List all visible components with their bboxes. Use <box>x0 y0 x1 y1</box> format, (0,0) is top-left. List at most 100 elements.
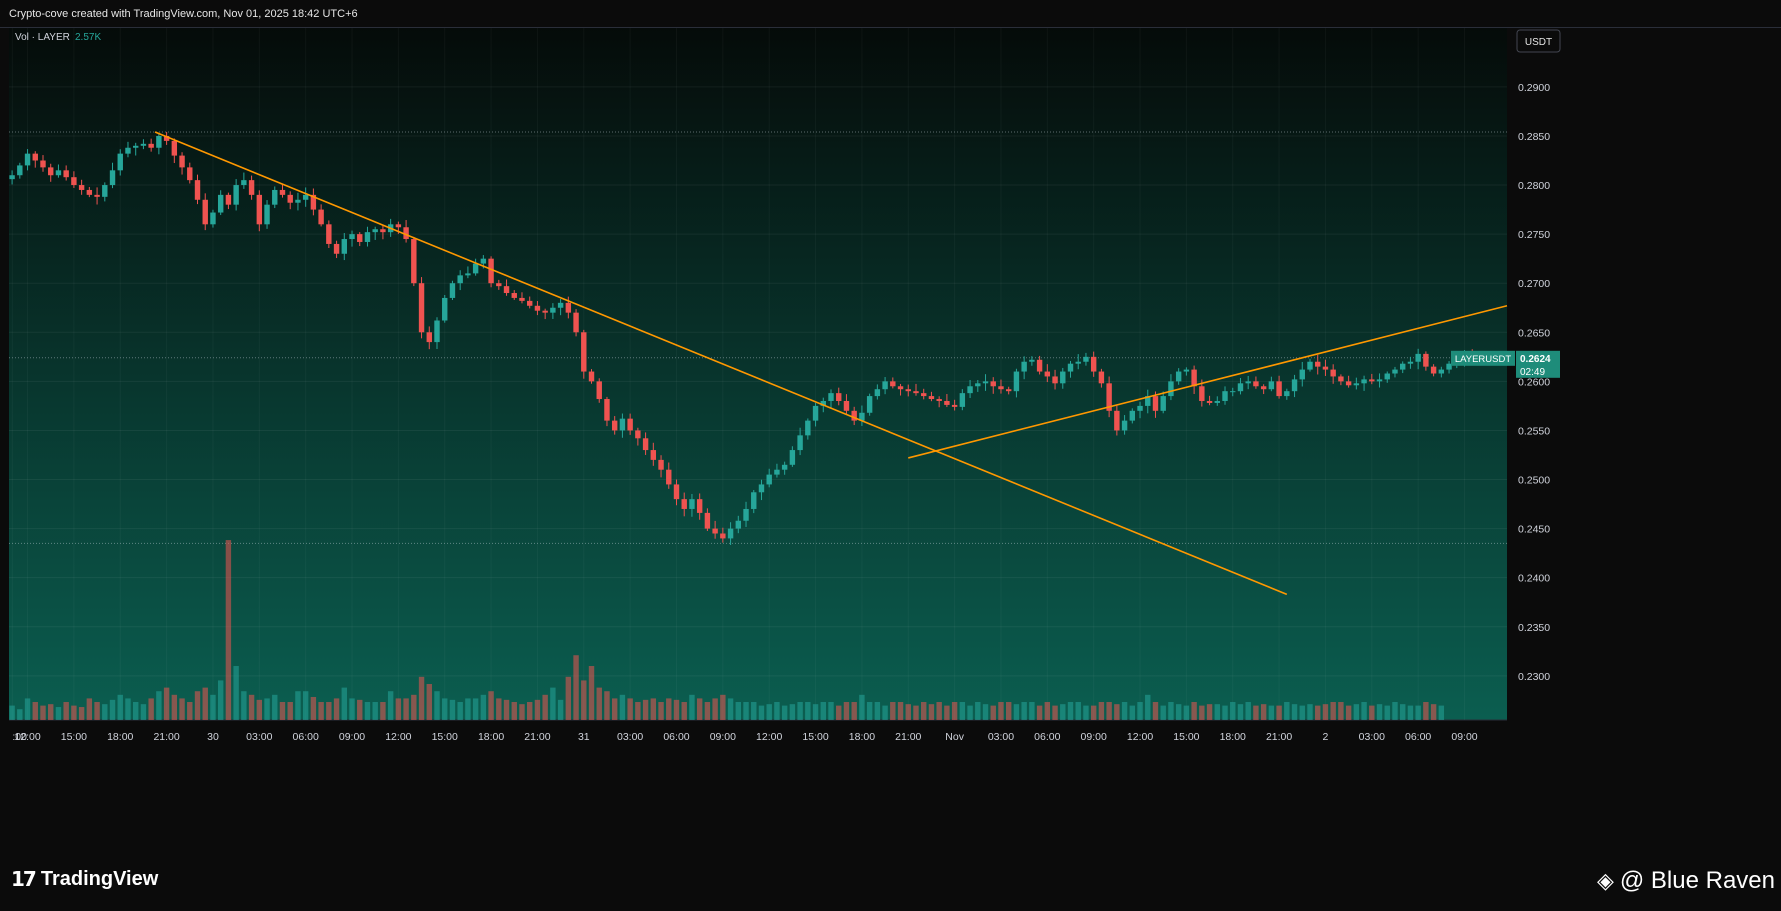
volume-bar <box>310 696 317 720</box>
candle-body <box>689 499 695 509</box>
price-tick-label: 0.2550 <box>1518 425 1550 437</box>
candle-body <box>326 224 332 244</box>
volume-bar <box>1175 704 1182 720</box>
volume-bar <box>434 691 440 720</box>
volume-bar <box>109 699 116 720</box>
volume-bar <box>1067 702 1074 720</box>
volume-bar <box>851 702 857 720</box>
candle-body <box>241 180 247 186</box>
candle-body <box>310 194 317 210</box>
candle-body <box>233 185 239 205</box>
candle-body <box>642 438 649 451</box>
volume-bar <box>1075 702 1081 720</box>
candle-body <box>55 170 62 176</box>
volume-bar <box>604 691 610 720</box>
currency-button[interactable]: USDT <box>1516 29 1561 53</box>
volume-bar <box>171 694 178 720</box>
volume-bar <box>1129 705 1136 720</box>
candlesticks <box>9 131 1475 545</box>
trendline-descending <box>154 131 1288 596</box>
volume-bar <box>187 702 193 720</box>
last-price-tag: LAYERUSDT 0.2624 02:49 <box>1451 350 1560 378</box>
volume-bar <box>982 704 989 720</box>
candle-body <box>619 418 626 431</box>
candle-body <box>905 389 911 392</box>
volume-bar <box>882 705 888 720</box>
candle-body <box>712 528 718 534</box>
time-tick-label: 18:00 <box>107 731 133 743</box>
volume-bar <box>758 705 765 720</box>
volume-bar <box>241 691 247 720</box>
volume-bar <box>619 694 626 720</box>
time-tick-label: 18:00 <box>1220 731 1246 743</box>
volume-bar <box>1276 705 1282 720</box>
candle-body <box>596 381 602 400</box>
candle-body <box>1137 405 1143 411</box>
candle-body <box>565 302 572 313</box>
candle-body <box>24 153 31 166</box>
candle-body <box>472 263 479 274</box>
volume-bar <box>1083 705 1089 720</box>
time-axis-background <box>9 720 1772 748</box>
chart-header: Crypto-cove created with TradingView.com… <box>0 0 1781 28</box>
volume-bar <box>442 698 448 720</box>
volume-bar <box>1361 702 1367 720</box>
candle-body <box>789 450 796 465</box>
candle-body <box>411 239 417 284</box>
volume-legend-label: Vol · LAYER <box>15 32 70 43</box>
tradingview-logo[interactable]: 17 TradingView <box>11 867 158 891</box>
candle-body <box>318 209 324 225</box>
volume-bar <box>1353 704 1360 720</box>
volume-bar <box>403 698 409 720</box>
volume-bar <box>117 694 123 720</box>
candle-body <box>1322 366 1329 370</box>
candle-body <box>1021 361 1027 372</box>
candle-body <box>71 177 77 186</box>
time-tick-label: 15:00 <box>432 731 458 743</box>
time-tick-label: Nov <box>945 731 964 743</box>
time-tick-label: 21:00 <box>153 731 179 743</box>
volume-bar <box>890 702 896 720</box>
volume-bar <box>426 684 432 720</box>
volume-bar <box>797 702 803 720</box>
price-tick-label: 0.2900 <box>1518 82 1550 94</box>
trendlines[interactable] <box>154 131 1508 596</box>
chart-area[interactable]: 0.2900 0.2850 0.2800 0.2750 0.2700 0.2650 0.26… <box>9 28 1772 848</box>
volume-bar <box>279 702 286 720</box>
volume-bar <box>1005 702 1012 720</box>
candle-body <box>1060 371 1066 384</box>
candle-body <box>975 383 981 387</box>
time-tick-label: 06:00 <box>293 731 319 743</box>
volume-bar <box>936 702 942 720</box>
candle-body <box>1083 356 1089 362</box>
volume-bar <box>704 702 711 720</box>
volume-bar <box>357 699 363 720</box>
candle-body <box>1361 379 1367 384</box>
candle-body <box>681 499 687 509</box>
candle-body <box>1121 420 1128 431</box>
volume-bar <box>287 702 293 720</box>
candle-body <box>534 305 541 311</box>
volume-bar <box>225 540 232 720</box>
candle-body <box>1392 369 1398 374</box>
volume-bar <box>812 704 819 720</box>
time-tick-label: 09:00 <box>1081 731 1107 743</box>
price-chart[interactable]: 0.2900 0.2850 0.2800 0.2750 0.2700 0.2650 0.26… <box>9 28 1772 848</box>
candle-body <box>94 194 100 197</box>
time-tick-label: 21:00 <box>895 731 921 743</box>
volume-bar <box>1307 704 1313 720</box>
candle-body <box>812 405 819 421</box>
price-axis-ticks: 0.2900 0.2850 0.2800 0.2750 0.2700 0.2650 0.26… <box>1518 82 1550 683</box>
candle-body <box>1168 381 1174 397</box>
candle-body <box>874 389 881 397</box>
volume-bar <box>364 702 371 720</box>
candle-body <box>758 484 765 493</box>
candle-body <box>998 386 1004 390</box>
candle-body <box>256 194 263 225</box>
candle-body <box>828 393 834 401</box>
volume-bar <box>673 699 680 720</box>
candle-body <box>982 381 989 384</box>
time-tick-label: 30 <box>207 731 219 743</box>
volume-bar <box>1222 705 1228 720</box>
volume-bar <box>1029 702 1035 720</box>
